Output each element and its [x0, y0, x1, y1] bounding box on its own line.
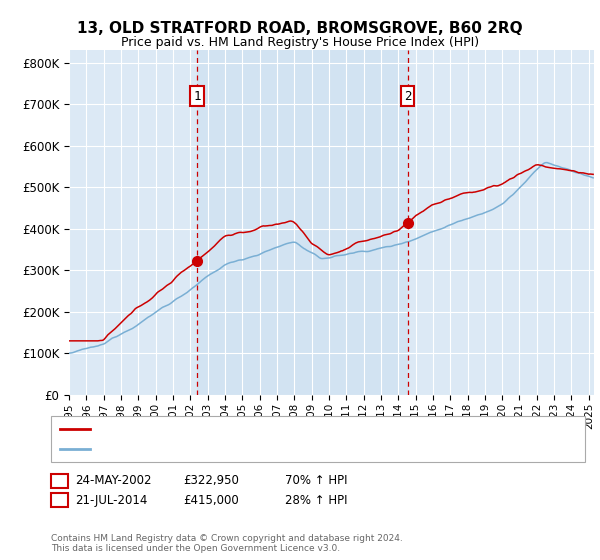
Text: Contains HM Land Registry data © Crown copyright and database right 2024.
This d: Contains HM Land Registry data © Crown c… — [51, 534, 403, 553]
Text: £322,950: £322,950 — [183, 474, 239, 487]
Text: 24-MAY-2002: 24-MAY-2002 — [75, 474, 151, 487]
Text: 2: 2 — [404, 90, 412, 102]
Text: 70% ↑ HPI: 70% ↑ HPI — [285, 474, 347, 487]
Text: 13, OLD STRATFORD ROAD, BROMSGROVE, B60 2RQ: 13, OLD STRATFORD ROAD, BROMSGROVE, B60 … — [77, 21, 523, 36]
Text: 1: 1 — [56, 474, 63, 487]
Text: 13, OLD STRATFORD ROAD, BROMSGROVE, B60 2RQ (detached house): 13, OLD STRATFORD ROAD, BROMSGROVE, B60 … — [94, 424, 463, 434]
Text: £415,000: £415,000 — [183, 493, 239, 507]
Text: 21-JUL-2014: 21-JUL-2014 — [75, 493, 148, 507]
Text: 28% ↑ HPI: 28% ↑ HPI — [285, 493, 347, 507]
Text: HPI: Average price, detached house, Bromsgrove: HPI: Average price, detached house, Brom… — [94, 444, 350, 454]
Text: 1: 1 — [193, 90, 200, 102]
Bar — [197, 50, 407, 395]
Text: 2: 2 — [56, 493, 63, 507]
Text: Price paid vs. HM Land Registry's House Price Index (HPI): Price paid vs. HM Land Registry's House … — [121, 36, 479, 49]
